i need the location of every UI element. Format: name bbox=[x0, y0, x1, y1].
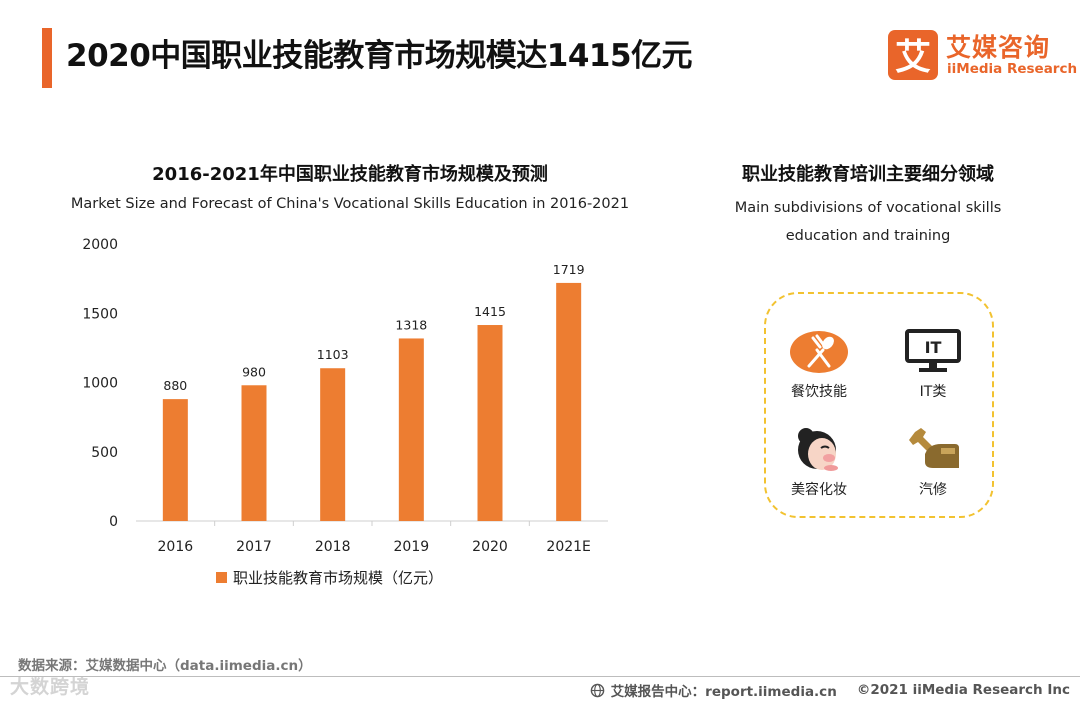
subdivisions-box: 餐饮技能 IT IT类 美容化妆 汽修 bbox=[764, 292, 994, 518]
bar-data-label: 1318 bbox=[395, 317, 427, 332]
fork-spoon-icon bbox=[790, 331, 848, 373]
y-tick-label: 500 bbox=[91, 445, 118, 461]
x-tick-label: 2017 bbox=[236, 539, 272, 555]
bar-data-label: 980 bbox=[242, 364, 266, 379]
domain-label: 餐饮技能 bbox=[791, 384, 847, 400]
copyright: ©2021 iiMedia Research Inc bbox=[856, 682, 1070, 698]
subdivisions-description: Main subdivisions of vocational skills e… bbox=[690, 194, 1046, 250]
page-title: 2020中国职业技能教育市场规模达1415亿元 bbox=[66, 38, 693, 74]
legend-label: 职业技能教育市场规模（亿元） bbox=[233, 569, 444, 587]
bar bbox=[162, 399, 188, 521]
bar-data-label: 880 bbox=[163, 378, 187, 393]
y-tick-label: 1000 bbox=[82, 376, 118, 392]
bar bbox=[556, 282, 582, 521]
subdivisions-desc-line: education and training bbox=[785, 228, 951, 244]
brand-name-en: iiMedia Research bbox=[947, 61, 1078, 77]
data-source: 数据来源：艾媒数据中心（data.iimedia.cn） bbox=[18, 658, 312, 674]
domain-label: IT类 bbox=[919, 384, 947, 400]
bar-data-label: 1719 bbox=[553, 262, 585, 277]
x-tick-label: 2016 bbox=[158, 539, 194, 555]
bar-data-label: 1415 bbox=[474, 304, 506, 319]
brand-logo-icon: 艾 bbox=[888, 30, 938, 80]
x-tick-label: 2020 bbox=[472, 539, 508, 555]
y-tick-label: 0 bbox=[109, 514, 118, 530]
domain-label: 美容化妆 bbox=[791, 482, 847, 498]
chart-legend: 职业技能教育市场规模（亿元） bbox=[216, 567, 443, 588]
x-tick-label: 2018 bbox=[315, 539, 351, 555]
bar bbox=[477, 325, 503, 521]
brand-logo-glyph: 艾 bbox=[895, 37, 931, 78]
brand: 艾 艾媒咨询 iiMedia Research bbox=[888, 30, 1077, 82]
x-tick-label: 2019 bbox=[394, 539, 430, 555]
footer: 艾媒报告中心：report.iimedia.cn ©2021 iiMedia R… bbox=[590, 680, 1070, 700]
globe-icon bbox=[590, 683, 604, 697]
domain-item-catering: 餐饮技能 bbox=[764, 326, 874, 401]
monitor-icon: IT bbox=[905, 329, 961, 372]
y-tick-label: 2000 bbox=[82, 237, 118, 253]
svg-text:IT: IT bbox=[925, 338, 942, 357]
watermark: 大数跨境 bbox=[10, 676, 91, 698]
report-center: 艾媒报告中心：report.iimedia.cn bbox=[610, 684, 837, 700]
chart-title: 2016-2021年中国职业技能教育市场规模及预测 bbox=[152, 164, 548, 185]
makeup-face-icon bbox=[798, 428, 838, 471]
bar bbox=[241, 385, 267, 521]
bar bbox=[320, 368, 346, 521]
domain-item-it: IT IT类 bbox=[878, 326, 988, 401]
footer-divider bbox=[0, 676, 1080, 677]
x-tick-label: 2021E bbox=[546, 539, 590, 555]
domain-item-auto-repair: 汽修 bbox=[878, 424, 988, 499]
subdivisions-title: 职业技能教育培训主要细分领域 bbox=[742, 164, 994, 185]
brand-name-cn: 艾媒咨询 bbox=[946, 33, 1051, 62]
title-accent-bar bbox=[42, 28, 52, 88]
domain-label: 汽修 bbox=[919, 482, 947, 498]
bar bbox=[398, 338, 424, 521]
wrench-hand-icon bbox=[909, 428, 959, 468]
chart-subtitle: Market Size and Forecast of China's Voca… bbox=[70, 196, 630, 212]
bar-data-label: 1103 bbox=[317, 347, 349, 362]
domain-item-beauty: 美容化妆 bbox=[764, 424, 874, 499]
bar-chart: 0 500 1000 1500 2000 880 2016 980 2017 1103 2018 13… bbox=[82, 237, 608, 555]
legend-swatch bbox=[216, 572, 227, 583]
subdivisions-desc-line: Main subdivisions of vocational skills bbox=[734, 200, 1002, 216]
y-tick-label: 1500 bbox=[82, 306, 118, 322]
